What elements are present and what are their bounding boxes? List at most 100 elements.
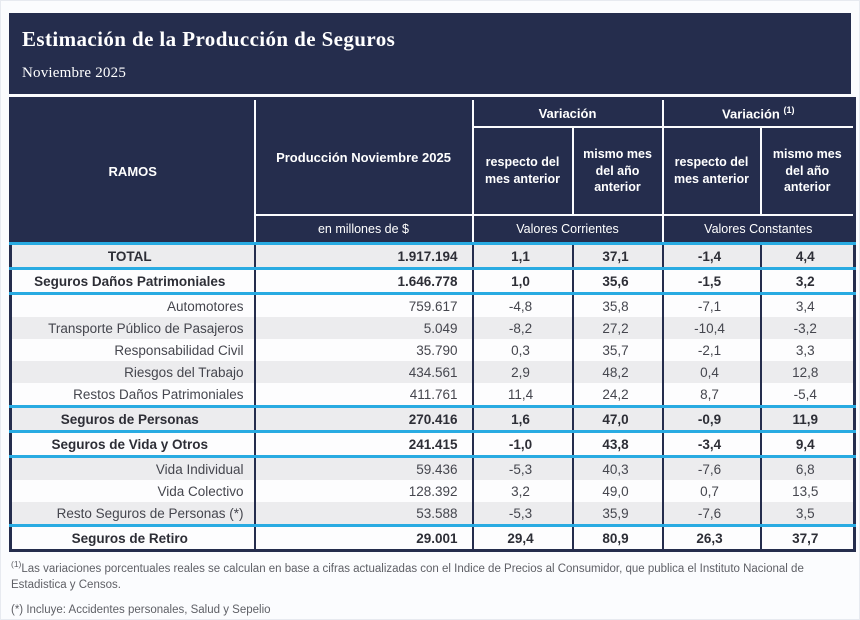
col-header-vc-mismo-mes: mismo mes del año anterior [571, 126, 664, 216]
cell-ramo: Vida Colectivo [10, 480, 255, 502]
col-header-vk-mismo-mes: mismo mes del año anterior [759, 126, 856, 216]
cell-var-corriente-mismo-mes: 35,8 [571, 293, 663, 317]
cell-produccion: 59.436 [253, 456, 473, 480]
cell-ramo: Seguros de Personas [10, 405, 255, 433]
table-row: Seguros de Personas 270.416 1,6 47,0 -0,… [10, 405, 855, 433]
cell-var-corriente-mismo-mes: 24,2 [571, 383, 663, 407]
valores-corrientes-header: Valores Corrientes [471, 214, 664, 245]
cell-var-corriente-mismo-mes: 47,0 [571, 405, 663, 433]
table-row: Seguros Daños Patrimoniales 1.646.778 1,… [10, 268, 855, 295]
cell-var-constante-mes-anterior: -3,4 [661, 431, 761, 458]
page-subtitle: Noviembre 2025 [22, 65, 127, 81]
table-row: TOTAL 1.917.194 1,1 37,1 -1,4 4,4 [10, 242, 855, 270]
table-row: Resto Seguros de Personas (*) 53.588 -5,… [10, 502, 855, 526]
cell-produccion: 1.646.778 [253, 268, 473, 295]
cell-ramo: Seguros de Vida y Otros [10, 431, 255, 458]
cell-ramo: Transporte Público de Pasajeros [10, 317, 255, 339]
cell-var-constante-mismo-mes: 6,8 [759, 456, 855, 480]
cell-var-corriente-mes-anterior: -5,3 [471, 456, 573, 480]
footnotes: (1)Las variaciones porcentuales reales s… [11, 559, 849, 618]
table-body: TOTAL 1.917.194 1,1 37,1 -1,4 4,4 Seguro… [10, 242, 855, 551]
cell-produccion: 5.049 [253, 317, 473, 339]
cell-produccion: 759.617 [253, 293, 473, 317]
cell-ramo: Restos Daños Patrimoniales [10, 383, 255, 407]
cell-var-constante-mes-anterior: 0,4 [661, 361, 761, 383]
footnote-1: (1)Las variaciones porcentuales reales s… [11, 559, 817, 593]
cell-var-corriente-mes-anterior: 1,1 [471, 242, 573, 270]
cell-ramo: Seguros Daños Patrimoniales [10, 268, 255, 295]
cell-ramo: Seguros de Retiro [10, 524, 255, 551]
table-row: Transporte Público de Pasajeros 5.049 -8… [10, 317, 855, 339]
cell-var-constante-mismo-mes: 3,4 [759, 293, 855, 317]
cell-produccion: 128.392 [253, 480, 473, 502]
table-row: Restos Daños Patrimoniales 411.761 11,4 … [10, 383, 855, 407]
cell-var-constante-mes-anterior: 8,7 [661, 383, 761, 407]
cell-var-constante-mes-anterior: -7,1 [661, 293, 761, 317]
table-row: Vida Colectivo 128.392 3,2 49,0 0,7 13,5 [10, 480, 855, 502]
cell-var-constante-mismo-mes: 3,3 [759, 339, 855, 361]
production-table: RAMOS Producción Noviembre 2025 Variació… [9, 97, 856, 552]
cell-var-corriente-mismo-mes: 35,7 [571, 339, 663, 361]
cell-var-corriente-mismo-mes: 35,9 [571, 502, 663, 526]
valores-constantes-header: Valores Constantes [661, 214, 856, 245]
cell-ramo: Automotores [10, 293, 255, 317]
table-row: Automotores 759.617 -4,8 35,8 -7,1 3,4 [10, 293, 855, 317]
variacion-label: Variación [538, 105, 597, 121]
cell-ramo: Riesgos del Trabajo [10, 361, 255, 383]
cell-var-constante-mes-anterior: -2,1 [661, 339, 761, 361]
cell-var-constante-mismo-mes: 11,9 [759, 405, 855, 433]
cell-var-corriente-mes-anterior: 3,2 [471, 480, 573, 502]
cell-ramo: Resto Seguros de Personas (*) [10, 502, 255, 526]
cell-var-constante-mismo-mes: 3,2 [759, 268, 855, 295]
col-header-variacion-corrientes: Variación [471, 97, 664, 128]
cell-produccion: 1.917.194 [253, 242, 473, 270]
cell-var-constante-mes-anterior: -1,4 [661, 242, 761, 270]
cell-var-corriente-mismo-mes: 49,0 [571, 480, 663, 502]
cell-var-constante-mismo-mes: 9,4 [759, 431, 855, 458]
cell-var-constante-mes-anterior: 0,7 [661, 480, 761, 502]
page-title: Estimación de la Producción de Seguros [22, 27, 396, 51]
table-row: Responsabilidad Civil 35.790 0,3 35,7 -2… [10, 339, 855, 361]
cell-var-constante-mismo-mes: -3,2 [759, 317, 855, 339]
variacion-constantes-label: Variación [722, 106, 780, 122]
table-header: RAMOS Producción Noviembre 2025 Variació… [9, 97, 856, 245]
unit-header: en millones de $ [253, 214, 474, 245]
cell-var-corriente-mismo-mes: 80,9 [571, 524, 663, 551]
cell-ramo: Responsabilidad Civil [10, 339, 255, 361]
title-band: Estimación de la Producción de Seguros N… [9, 13, 851, 94]
cell-var-constante-mes-anterior: -10,4 [661, 317, 761, 339]
col-header-ramos: RAMOS [9, 97, 256, 245]
table-row: Riesgos del Trabajo 434.561 2,9 48,2 0,4… [10, 361, 855, 383]
cell-var-corriente-mes-anterior: -8,2 [471, 317, 573, 339]
cell-var-constante-mes-anterior: -0,9 [661, 405, 761, 433]
col-header-vk-respecto: respecto del mes anterior [661, 126, 762, 216]
cell-ramo: TOTAL [10, 242, 255, 270]
cell-produccion: 53.588 [253, 502, 473, 526]
footnote-1-marker: (1) [11, 559, 22, 569]
cell-ramo: Vida Individual [10, 456, 255, 480]
cell-var-constante-mismo-mes: 3,5 [759, 502, 855, 526]
cell-var-corriente-mes-anterior: 2,9 [471, 361, 573, 383]
footnote-marker-1: (1) [783, 104, 795, 115]
cell-produccion: 434.561 [253, 361, 473, 383]
cell-var-constante-mismo-mes: 12,8 [759, 361, 855, 383]
col-header-produccion: Producción Noviembre 2025 [253, 97, 474, 216]
cell-var-constante-mes-anterior: -7,6 [661, 502, 761, 526]
cell-produccion: 241.415 [253, 431, 473, 458]
cell-var-corriente-mes-anterior: 11,4 [471, 383, 573, 407]
cell-var-constante-mismo-mes: 13,5 [759, 480, 855, 502]
table-row: Vida Individual 59.436 -5,3 40,3 -7,6 6,… [10, 456, 855, 480]
cell-produccion: 270.416 [253, 405, 473, 433]
cell-var-corriente-mes-anterior: -4,8 [471, 293, 573, 317]
cell-produccion: 411.761 [253, 383, 473, 407]
cell-var-corriente-mismo-mes: 40,3 [571, 456, 663, 480]
cell-var-corriente-mismo-mes: 43,8 [571, 431, 663, 458]
cell-var-corriente-mismo-mes: 35,6 [571, 268, 663, 295]
table-row: Seguros de Retiro 29.001 29,4 80,9 26,3 … [10, 524, 855, 551]
cell-var-corriente-mes-anterior: -5,3 [471, 502, 573, 526]
col-header-vc-respecto: respecto del mes anterior [471, 126, 574, 216]
cell-var-corriente-mismo-mes: 37,1 [571, 242, 663, 270]
cell-var-constante-mes-anterior: -1,5 [661, 268, 761, 295]
cell-var-corriente-mes-anterior: 29,4 [471, 524, 573, 551]
